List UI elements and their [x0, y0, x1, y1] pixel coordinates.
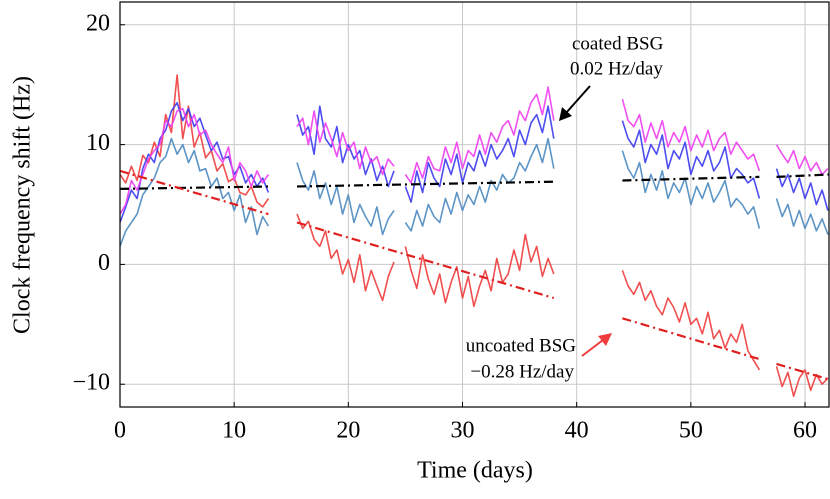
y-tick-label: −10	[72, 370, 110, 396]
annotation: uncoated BSG	[466, 335, 577, 356]
arrow	[559, 85, 591, 121]
y-tick-label: 10	[86, 130, 110, 156]
annotation: −0.28 Hz/day	[470, 361, 574, 382]
arrow	[581, 333, 612, 357]
x-tick-label: 40	[565, 418, 589, 444]
fit-line	[120, 173, 829, 190]
x-tick-label: 50	[679, 418, 703, 444]
y-tick-label: 0	[98, 250, 110, 276]
series-line	[120, 101, 829, 223]
series-line	[120, 86, 829, 215]
plot-frame	[119, 1, 830, 408]
annotation: coated BSG	[572, 33, 664, 54]
annotation: 0.02 Hz/day	[570, 58, 663, 79]
x-tick-label: 20	[336, 418, 360, 444]
fit-line	[120, 169, 829, 381]
series-line	[120, 74, 829, 397]
x-tick-label: 60	[793, 418, 817, 444]
series-line	[120, 137, 829, 247]
y-tick-label: 20	[86, 10, 110, 36]
x-axis-label: Time (days)	[417, 458, 533, 484]
y-axis-label: Clock frequency shift (Hz)	[10, 76, 36, 334]
plot-lines	[120, 74, 829, 397]
x-tick-label: 10	[222, 418, 246, 444]
x-tick-label: 30	[451, 418, 475, 444]
x-tick-label: 0	[114, 418, 126, 444]
